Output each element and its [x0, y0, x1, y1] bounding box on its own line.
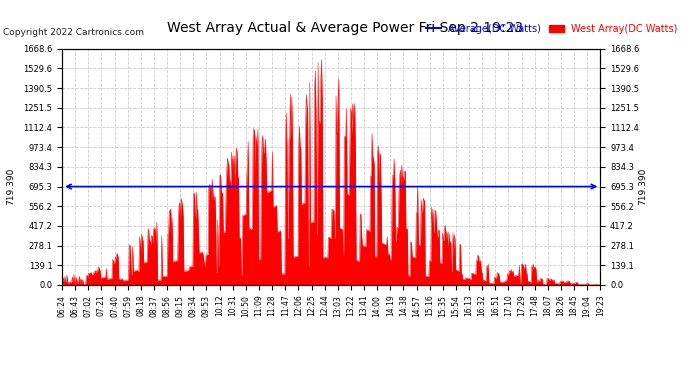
Text: Copyright 2022 Cartronics.com: Copyright 2022 Cartronics.com — [3, 28, 144, 37]
Text: 719.390: 719.390 — [6, 168, 15, 205]
Text: West Array Actual & Average Power Fri Sep 2 19:23: West Array Actual & Average Power Fri Se… — [167, 21, 523, 34]
Legend: Average(DC Watts), West Array(DC Watts): Average(DC Watts), West Array(DC Watts) — [422, 20, 682, 38]
Text: 719.390: 719.390 — [638, 168, 648, 205]
